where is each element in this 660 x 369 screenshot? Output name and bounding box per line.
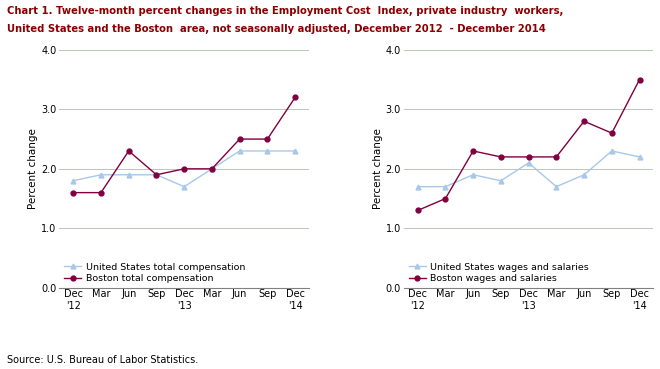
Legend: United States wages and salaries, Boston wages and salaries: United States wages and salaries, Boston…: [405, 259, 593, 287]
Boston wages and salaries: [442, 196, 449, 201]
Line: Boston total compensation: Boston total compensation: [71, 95, 298, 195]
Boston wages and salaries: [497, 155, 505, 159]
Boston wages and salaries: [525, 155, 533, 159]
United States total compensation: [152, 173, 160, 177]
Line: United States total compensation: United States total compensation: [71, 149, 298, 189]
Boston total compensation: [208, 167, 216, 171]
Boston total compensation: [263, 137, 271, 141]
Boston total compensation: [125, 149, 133, 153]
Boston wages and salaries: [608, 131, 616, 135]
United States wages and salaries: [580, 173, 588, 177]
Y-axis label: Percent change: Percent change: [373, 128, 383, 209]
United States total compensation: [291, 149, 299, 153]
United States total compensation: [236, 149, 244, 153]
United States total compensation: [69, 179, 77, 183]
Legend: United States total compensation, Boston total compensation: United States total compensation, Boston…: [60, 259, 249, 287]
United States wages and salaries: [414, 184, 422, 189]
United States total compensation: [208, 167, 216, 171]
United States wages and salaries: [469, 173, 477, 177]
United States total compensation: [125, 173, 133, 177]
Boston total compensation: [69, 190, 77, 195]
Text: Source: U.S. Bureau of Labor Statistics.: Source: U.S. Bureau of Labor Statistics.: [7, 355, 198, 365]
Boston wages and salaries: [552, 155, 560, 159]
United States wages and salaries: [636, 155, 643, 159]
United States total compensation: [97, 173, 105, 177]
United States total compensation: [180, 184, 188, 189]
United States wages and salaries: [442, 184, 449, 189]
United States wages and salaries: [525, 161, 533, 165]
Boston wages and salaries: [580, 119, 588, 123]
United States wages and salaries: [552, 184, 560, 189]
United States total compensation: [263, 149, 271, 153]
Boston total compensation: [152, 173, 160, 177]
Boston total compensation: [180, 167, 188, 171]
Boston total compensation: [97, 190, 105, 195]
Boston wages and salaries: [414, 208, 422, 213]
Boston total compensation: [236, 137, 244, 141]
Text: Chart 1. Twelve-month percent changes in the Employment Cost  Index, private ind: Chart 1. Twelve-month percent changes in…: [7, 6, 563, 15]
Boston wages and salaries: [469, 149, 477, 153]
Boston wages and salaries: [636, 77, 643, 82]
United States wages and salaries: [608, 149, 616, 153]
Text: United States and the Boston  area, not seasonally adjusted, December 2012  - De: United States and the Boston area, not s…: [7, 24, 545, 34]
Boston total compensation: [291, 95, 299, 100]
United States wages and salaries: [497, 179, 505, 183]
Y-axis label: Percent change: Percent change: [28, 128, 38, 209]
Line: United States wages and salaries: United States wages and salaries: [415, 149, 642, 189]
Line: Boston wages and salaries: Boston wages and salaries: [415, 77, 642, 213]
